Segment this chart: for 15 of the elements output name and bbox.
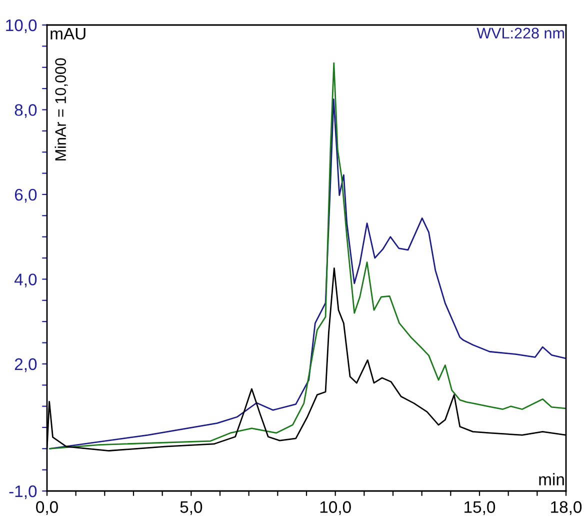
y-tick-label: 2,0 <box>14 358 37 372</box>
x-tick-label: 0,0 <box>36 501 58 515</box>
y-tick-label: 6,0 <box>14 188 37 203</box>
y-tick-label: -1,0 <box>9 485 37 500</box>
x-tick-label: 10,0 <box>320 501 351 515</box>
x-axis-title: min <box>539 473 564 486</box>
y-tick-label: 8,0 <box>14 104 37 118</box>
y-axis-title: mAU <box>50 28 86 40</box>
annotation: MinAr = 10,000 <box>54 58 68 160</box>
y-tick-label: 4,0 <box>14 274 37 288</box>
x-tick-label: 5,0 <box>180 501 202 515</box>
annotation: WVL:228 nm <box>476 28 564 39</box>
y-tick-label: 10,0 <box>6 19 37 34</box>
x-tick-label: 15,0 <box>464 501 496 515</box>
x-tick-label: 18,0 <box>551 501 582 515</box>
